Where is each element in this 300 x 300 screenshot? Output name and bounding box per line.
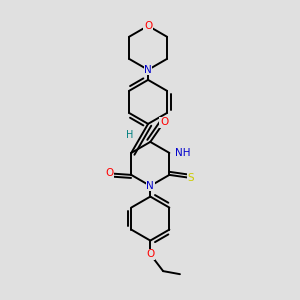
Text: S: S [188,173,194,183]
Text: N: N [144,65,152,75]
Text: O: O [160,117,168,127]
Text: O: O [146,249,154,259]
Text: O: O [144,21,152,31]
Text: NH: NH [175,148,190,158]
Text: H: H [126,130,134,140]
Text: O: O [105,168,113,178]
Text: N: N [146,181,154,191]
